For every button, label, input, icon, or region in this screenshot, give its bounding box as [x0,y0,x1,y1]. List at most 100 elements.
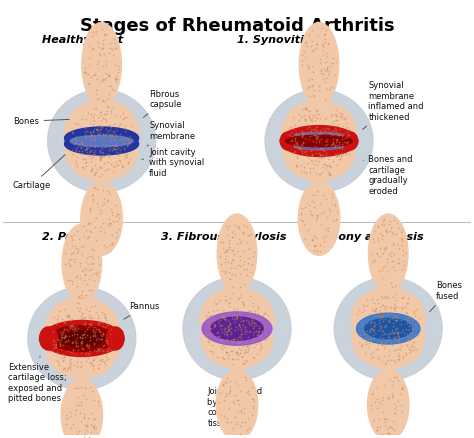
Point [91,170,99,177]
Point [377,311,384,318]
Point [101,138,109,145]
Point [99,346,106,353]
Point [383,336,391,343]
Point [67,323,75,330]
Point [393,328,401,336]
Point [378,267,386,274]
Point [99,36,107,43]
Point [308,76,316,83]
Point [118,133,126,140]
Point [300,129,308,136]
Point [363,320,371,327]
Point [323,213,331,220]
Point [110,128,118,135]
Point [224,325,232,332]
Point [113,161,120,168]
Point [102,353,109,360]
Point [381,330,388,337]
Point [91,303,99,310]
Point [374,385,381,392]
Point [386,330,394,337]
Point [219,329,226,336]
Point [252,319,259,326]
Point [385,337,393,344]
Point [390,230,397,237]
Point [336,110,344,117]
Point [402,316,410,323]
Point [86,205,94,212]
Point [340,115,348,122]
Point [81,413,88,420]
Point [381,305,389,312]
Point [92,29,100,36]
Point [77,243,85,250]
Point [100,343,107,350]
Point [245,328,252,336]
Point [404,295,411,302]
Point [226,319,233,326]
Point [331,151,339,158]
Point [94,129,101,136]
Point [62,260,69,267]
Point [105,121,113,128]
Point [342,150,349,157]
Point [306,168,313,175]
Point [77,260,84,267]
Point [82,267,89,274]
Point [222,348,230,355]
Point [98,170,106,177]
Point [309,152,316,159]
Point [323,63,331,70]
Point [333,136,341,143]
Point [79,115,86,122]
Point [372,306,380,313]
Point [243,343,250,350]
Point [83,331,91,338]
Point [88,45,96,52]
Point [388,229,396,236]
Point [106,133,113,140]
Point [388,394,395,401]
Point [239,247,246,254]
Point [95,402,103,409]
Point [332,107,340,114]
Point [79,163,86,170]
Point [403,342,410,349]
Point [403,330,411,337]
Point [397,401,405,408]
Point [326,171,334,178]
Point [313,115,320,122]
Point [262,331,270,338]
Point [379,264,386,271]
Point [226,240,233,247]
Point [89,324,96,331]
Point [288,136,295,143]
Point [310,247,318,254]
Point [369,307,377,314]
Point [209,308,217,315]
Ellipse shape [28,287,136,390]
Point [237,409,245,416]
Point [73,134,80,141]
Point [320,65,328,72]
Point [67,233,74,240]
Point [229,397,237,404]
Point [92,269,100,276]
Point [74,394,82,401]
Point [92,309,100,316]
Point [72,410,79,417]
Point [231,326,238,333]
Point [249,405,256,412]
Point [87,410,94,417]
Point [316,129,324,136]
Point [304,159,311,166]
Point [249,396,257,403]
Point [358,343,365,350]
Point [313,122,320,129]
Point [115,226,122,233]
Point [90,415,98,422]
Point [311,143,319,150]
Point [111,76,118,83]
Point [246,245,254,252]
Point [82,259,90,266]
